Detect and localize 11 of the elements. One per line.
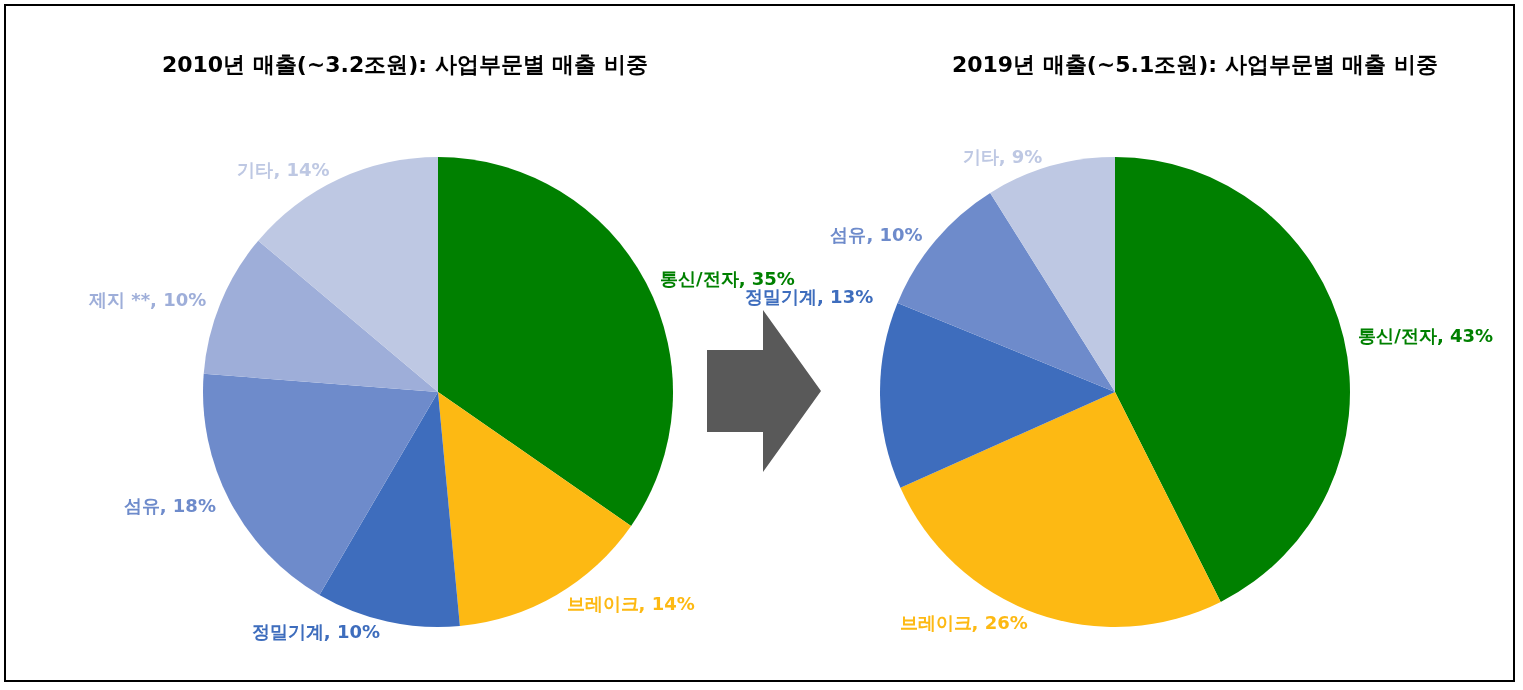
slice-label: 기타, 9% bbox=[962, 146, 1043, 168]
chart-title: 2010년 매출(~3.2조원): 사업부문별 매출 비중 bbox=[161, 51, 649, 77]
slice-label: 브레이크, 26% bbox=[899, 612, 1028, 634]
slice-label: 제지 **, 10% bbox=[88, 288, 207, 310]
slice-label: 브레이크, 14% bbox=[566, 593, 695, 615]
slice-label: 통신/전자, 43% bbox=[1358, 324, 1494, 346]
slice-label: 기타, 14% bbox=[237, 159, 330, 181]
slice-label: 섬유, 18% bbox=[123, 495, 216, 517]
slice-label: 섬유, 10% bbox=[830, 223, 923, 245]
slice-label: 정밀기계, 10% bbox=[251, 620, 381, 642]
chart-title: 2019년 매출(~5.1조원): 사업부문별 매출 비중 bbox=[951, 51, 1439, 77]
